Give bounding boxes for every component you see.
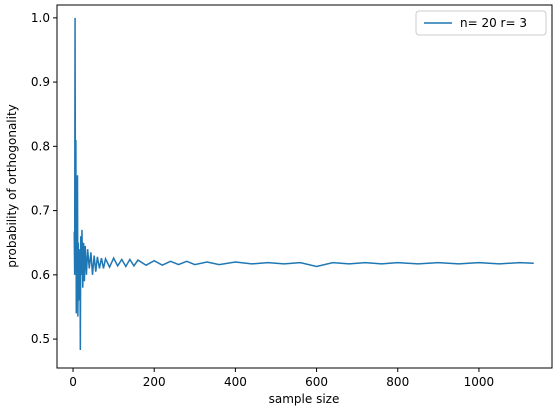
y-tick-label: 0.8 (31, 139, 50, 153)
x-axis-label: sample size (269, 392, 340, 406)
y-tick-label: 0.7 (31, 204, 50, 218)
y-tick-label: 0.6 (31, 268, 50, 282)
x-tick-label: 400 (224, 375, 247, 389)
x-tick-label: 800 (386, 375, 409, 389)
y-axis-label: probability of orthogonality (5, 104, 19, 268)
legend-label: n= 20 r= 3 (460, 16, 527, 30)
plot-frame (56, 4, 553, 369)
legend-box (415, 10, 547, 36)
x-tick-label: 1000 (464, 375, 495, 389)
x-tick-label: 600 (305, 375, 328, 389)
y-tick-label: 1.0 (31, 11, 50, 25)
y-tick-label: 0.5 (31, 332, 50, 346)
line (73, 17, 534, 351)
y-tick-label: 0.9 (31, 75, 50, 89)
x-tick-label: 200 (143, 375, 166, 389)
x-tick-label: 0 (69, 375, 77, 389)
